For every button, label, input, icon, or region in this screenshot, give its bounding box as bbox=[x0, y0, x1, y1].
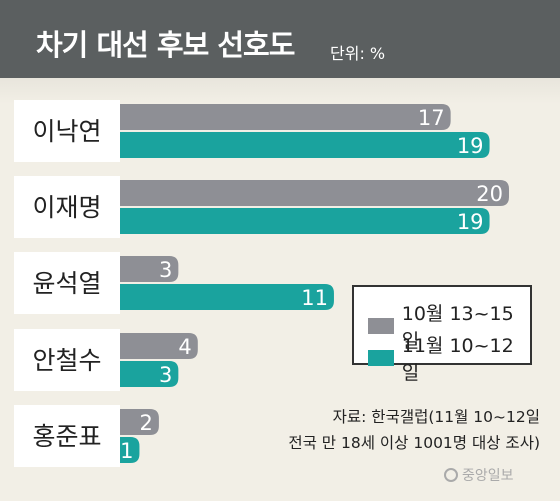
bar bbox=[120, 132, 490, 158]
bar bbox=[120, 284, 334, 310]
bar bbox=[120, 256, 179, 282]
bar bbox=[120, 333, 198, 359]
bar-value-label: 19 bbox=[457, 134, 484, 158]
legend-swatch-series-2 bbox=[368, 350, 394, 366]
source-note: 자료: 한국갤럽(11월 10~12일 전국 만 18세 이상 1001명 대상… bbox=[244, 404, 540, 456]
bar bbox=[120, 361, 179, 387]
source-line-2: 전국 만 18세 이상 1001명 대상 조사) bbox=[288, 434, 540, 452]
logo-text: 중앙일보 bbox=[462, 468, 514, 484]
category-label-box bbox=[14, 329, 120, 391]
publisher-logo: 중앙일보 bbox=[444, 465, 514, 485]
bar-value-label: 20 bbox=[476, 182, 503, 206]
bar-value-label: 19 bbox=[457, 210, 484, 234]
bar-value-label: 3 bbox=[159, 258, 172, 282]
header-shade bbox=[0, 78, 560, 104]
legend-swatch-series-1 bbox=[368, 318, 394, 334]
bar bbox=[120, 208, 490, 234]
legend-label-series-1: 10월 13~15일 bbox=[401, 303, 514, 352]
legend-item-series-2: 11월 10~12일 bbox=[368, 331, 530, 385]
category-label: 윤석열 bbox=[32, 269, 101, 298]
category-label-box bbox=[14, 252, 120, 314]
logo-circle-icon bbox=[444, 468, 458, 482]
bar bbox=[120, 409, 159, 435]
unit-label: 단위: % bbox=[330, 44, 386, 63]
category-label: 홍준표 bbox=[32, 422, 101, 451]
bar-value-label: 2 bbox=[140, 411, 153, 435]
bar bbox=[120, 437, 140, 463]
bar-value-label: 11 bbox=[301, 286, 328, 310]
bar bbox=[120, 180, 509, 206]
legend-label-series-2: 11월 10~12일 bbox=[401, 335, 514, 384]
bar-value-label: 17 bbox=[418, 106, 445, 130]
legend: 10월 13~15일 11월 10~12일 bbox=[352, 285, 532, 384]
category-label: 이낙연 bbox=[32, 117, 101, 146]
category-label: 이재명 bbox=[32, 193, 101, 222]
header-background bbox=[0, 0, 560, 78]
bar-value-label: 1 bbox=[120, 439, 133, 463]
bar-value-label: 4 bbox=[178, 335, 191, 359]
source-line-1: 자료: 한국갤럽(11월 10~12일 bbox=[332, 408, 540, 426]
category-label-box bbox=[14, 405, 120, 467]
legend-item-series-1: 10월 13~15일 bbox=[368, 299, 530, 353]
category-label-box bbox=[14, 100, 120, 162]
category-label-box bbox=[14, 176, 120, 238]
category-label: 안철수 bbox=[32, 346, 101, 375]
bar bbox=[120, 104, 451, 130]
chart-title: 차기 대선 후보 선호도 bbox=[36, 28, 295, 62]
bar-value-label: 3 bbox=[159, 363, 172, 387]
